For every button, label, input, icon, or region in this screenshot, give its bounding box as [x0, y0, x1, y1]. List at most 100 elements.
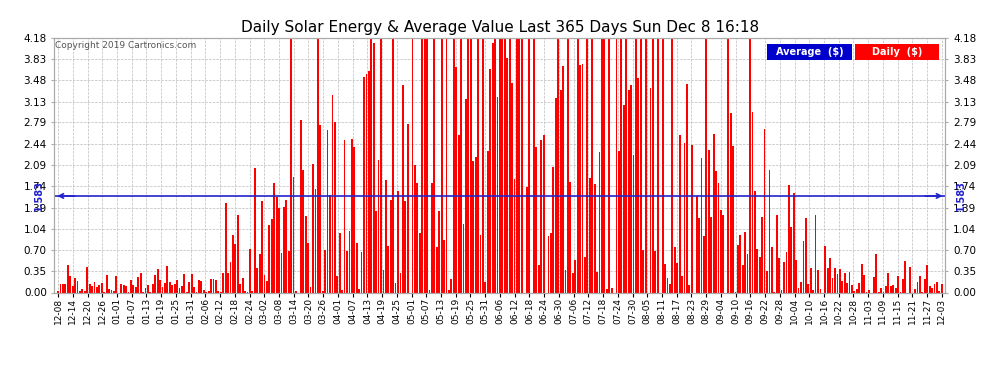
Bar [860, 264, 862, 292]
Bar [67, 266, 68, 292]
Bar [567, 38, 569, 292]
Bar [656, 38, 658, 292]
Bar [740, 236, 742, 292]
Bar [248, 249, 250, 292]
Bar [288, 251, 290, 292]
Bar [691, 146, 693, 292]
Bar [788, 185, 790, 292]
Bar [79, 291, 81, 292]
Bar [674, 248, 675, 292]
Bar [606, 289, 608, 292]
Bar [385, 180, 387, 292]
Bar [856, 289, 857, 292]
Bar [89, 284, 90, 292]
Bar [502, 38, 503, 292]
Bar [84, 291, 86, 292]
Bar [290, 38, 292, 292]
Bar [317, 38, 319, 292]
Bar [506, 58, 508, 292]
Bar [439, 211, 441, 292]
Bar [810, 268, 812, 292]
Bar [251, 291, 253, 292]
Bar [768, 170, 770, 292]
Bar [686, 84, 688, 292]
Bar [649, 88, 651, 292]
Bar [475, 157, 476, 292]
Bar [240, 284, 242, 292]
Bar [763, 129, 765, 292]
Bar [798, 288, 800, 292]
Bar [654, 251, 656, 292]
Bar [422, 38, 423, 292]
Bar [230, 262, 232, 292]
Bar [337, 276, 339, 292]
Bar [572, 273, 573, 292]
Bar [74, 278, 76, 292]
Bar [213, 279, 215, 292]
Bar [258, 254, 260, 292]
Bar [434, 38, 436, 292]
Bar [429, 290, 431, 292]
Bar [914, 289, 916, 292]
Bar [404, 201, 406, 292]
Bar [273, 183, 275, 292]
Bar [245, 291, 246, 292]
Bar [218, 291, 219, 292]
Bar [758, 257, 760, 292]
Bar [621, 38, 623, 292]
Bar [329, 195, 331, 292]
Bar [776, 215, 777, 292]
Bar [902, 279, 904, 292]
Bar [820, 288, 822, 292]
Bar [744, 232, 746, 292]
Bar [594, 184, 596, 292]
Bar [380, 38, 382, 292]
Bar [516, 38, 518, 292]
Bar [781, 290, 782, 292]
Bar [353, 147, 355, 292]
Bar [261, 201, 263, 292]
Text: 1.583: 1.583 [956, 180, 966, 212]
Bar [111, 290, 113, 292]
Bar [191, 273, 192, 292]
Bar [934, 284, 936, 292]
Bar [698, 218, 700, 292]
Bar [543, 135, 545, 292]
Bar [730, 112, 732, 292]
Bar [910, 267, 911, 292]
Bar [455, 66, 457, 292]
Bar [94, 282, 95, 292]
Bar [181, 286, 183, 292]
Bar [91, 286, 93, 292]
Bar [436, 247, 438, 292]
Bar [407, 124, 409, 292]
Bar [64, 285, 66, 292]
Bar [275, 197, 277, 292]
Bar [863, 275, 865, 292]
Bar [414, 165, 416, 292]
Bar [253, 168, 255, 292]
Bar [448, 290, 449, 292]
Bar [917, 282, 919, 292]
Bar [892, 285, 894, 292]
Bar [767, 44, 851, 60]
Bar [327, 130, 329, 292]
Bar [377, 159, 379, 292]
Bar [123, 285, 125, 292]
Bar [853, 291, 855, 292]
Bar [790, 227, 792, 292]
Bar [169, 282, 170, 292]
Bar [596, 272, 598, 292]
Bar [138, 278, 140, 292]
Bar [462, 224, 464, 292]
Bar [365, 74, 367, 292]
Bar [225, 202, 227, 292]
Bar [307, 243, 309, 292]
Bar [897, 276, 899, 292]
Bar [538, 265, 540, 292]
Bar [683, 142, 685, 292]
Title: Daily Solar Energy & Average Value Last 365 Days Sun Dec 8 16:18: Daily Solar Energy & Average Value Last … [241, 20, 759, 35]
Bar [300, 120, 302, 292]
Bar [263, 275, 265, 292]
Bar [681, 276, 683, 292]
